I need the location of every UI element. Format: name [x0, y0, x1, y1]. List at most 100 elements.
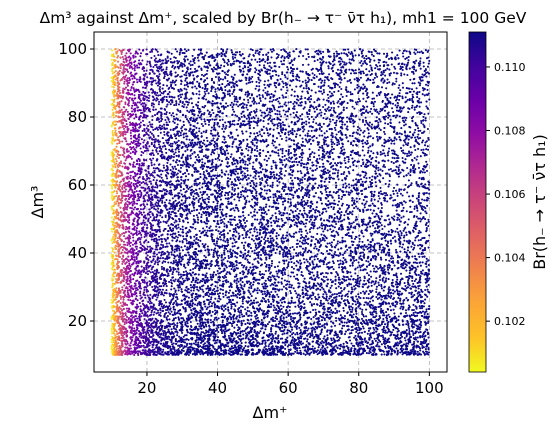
scatter-point [290, 328, 294, 331]
scatter-point [148, 121, 151, 124]
scatter-point [279, 78, 282, 81]
scatter-point [372, 152, 375, 155]
scatter-point [211, 100, 214, 103]
scatter-point [273, 221, 276, 225]
scatter-point [299, 70, 302, 73]
scatter-point [275, 73, 278, 76]
scatter-point [425, 230, 428, 233]
scatter-point [310, 297, 313, 300]
scatter-point [256, 132, 259, 135]
scatter-point [293, 153, 296, 156]
scatter-point [314, 308, 317, 311]
scatter-point [245, 147, 248, 150]
scatter-point [358, 244, 361, 247]
scatter-point [281, 324, 284, 327]
scatter-point [347, 48, 350, 51]
scatter-point [175, 227, 178, 230]
scatter-point [390, 160, 393, 163]
scatter-point [205, 51, 208, 54]
scatter-point [277, 234, 280, 237]
scatter-point [350, 240, 353, 243]
scatter-point [301, 205, 304, 208]
scatter-point [157, 235, 161, 238]
scatter-point [182, 173, 185, 176]
scatter-point [423, 94, 426, 97]
scatter-point [268, 205, 271, 208]
scatter-point [358, 100, 361, 103]
scatter-point [179, 234, 182, 237]
scatter-point [126, 289, 129, 292]
scatter-point [162, 194, 165, 197]
scatter-point [249, 155, 252, 158]
scatter-point [345, 209, 348, 212]
scatter-point [111, 129, 114, 132]
scatter-point [254, 87, 257, 90]
scatter-point [320, 114, 323, 117]
scatter-point [412, 303, 415, 306]
scatter-point [231, 188, 234, 191]
scatter-point [349, 313, 352, 316]
scatter-point [239, 305, 243, 308]
scatter-point [413, 298, 416, 301]
scatter-point [424, 210, 427, 213]
scatter-point [320, 130, 323, 133]
scatter-point [224, 197, 227, 200]
scatter-point [379, 264, 382, 267]
scatter-point [285, 316, 288, 319]
scatter-point [213, 318, 216, 321]
scatter-point [284, 347, 287, 350]
scatter-point [368, 70, 371, 73]
scatter-point [400, 347, 403, 350]
scatter-point [262, 125, 265, 128]
scatter-point [160, 267, 164, 271]
scatter-point [260, 135, 263, 138]
scatter-point [386, 214, 389, 218]
scatter-point [364, 163, 368, 166]
scatter-point [133, 327, 136, 330]
scatter-point [341, 195, 344, 198]
scatter-point [354, 69, 357, 72]
scatter-point [212, 253, 215, 256]
scatter-point [345, 175, 348, 178]
scatter-point [246, 309, 249, 312]
scatter-point [386, 251, 389, 254]
scatter-point [111, 241, 114, 245]
scatter-point [290, 69, 293, 73]
scatter-point [181, 277, 184, 280]
scatter-point [398, 92, 401, 95]
scatter-point [156, 263, 160, 266]
scatter-point [278, 261, 281, 264]
scatter-point [212, 111, 215, 115]
scatter-point [409, 153, 412, 156]
scatter-point [187, 346, 190, 349]
scatter-point [155, 353, 158, 357]
scatter-point [146, 254, 149, 257]
scatter-point [367, 149, 370, 152]
scatter-point [316, 298, 319, 301]
scatter-point [343, 171, 346, 174]
scatter-point [292, 331, 295, 335]
scatter-point [291, 179, 294, 182]
scatter-point [277, 276, 280, 279]
scatter-point [268, 295, 271, 298]
scatter-point [227, 58, 230, 61]
scatter-point [270, 249, 273, 252]
scatter-point [320, 328, 324, 331]
scatter-point [236, 176, 239, 179]
scatter-point [342, 309, 345, 312]
scatter-point [365, 352, 368, 355]
scatter-point [138, 48, 141, 51]
scatter-point [410, 245, 413, 248]
scatter-point [225, 149, 228, 152]
scatter-point [110, 341, 113, 344]
scatter-point [342, 106, 345, 109]
scatter-point [210, 296, 213, 299]
scatter-point [392, 190, 395, 193]
scatter-point [275, 177, 278, 180]
scatter-point [185, 50, 188, 53]
scatter-point [411, 279, 414, 282]
scatter-point [311, 55, 314, 58]
scatter-point [289, 130, 292, 133]
scatter-point [215, 163, 218, 166]
scatter-point [317, 346, 320, 349]
